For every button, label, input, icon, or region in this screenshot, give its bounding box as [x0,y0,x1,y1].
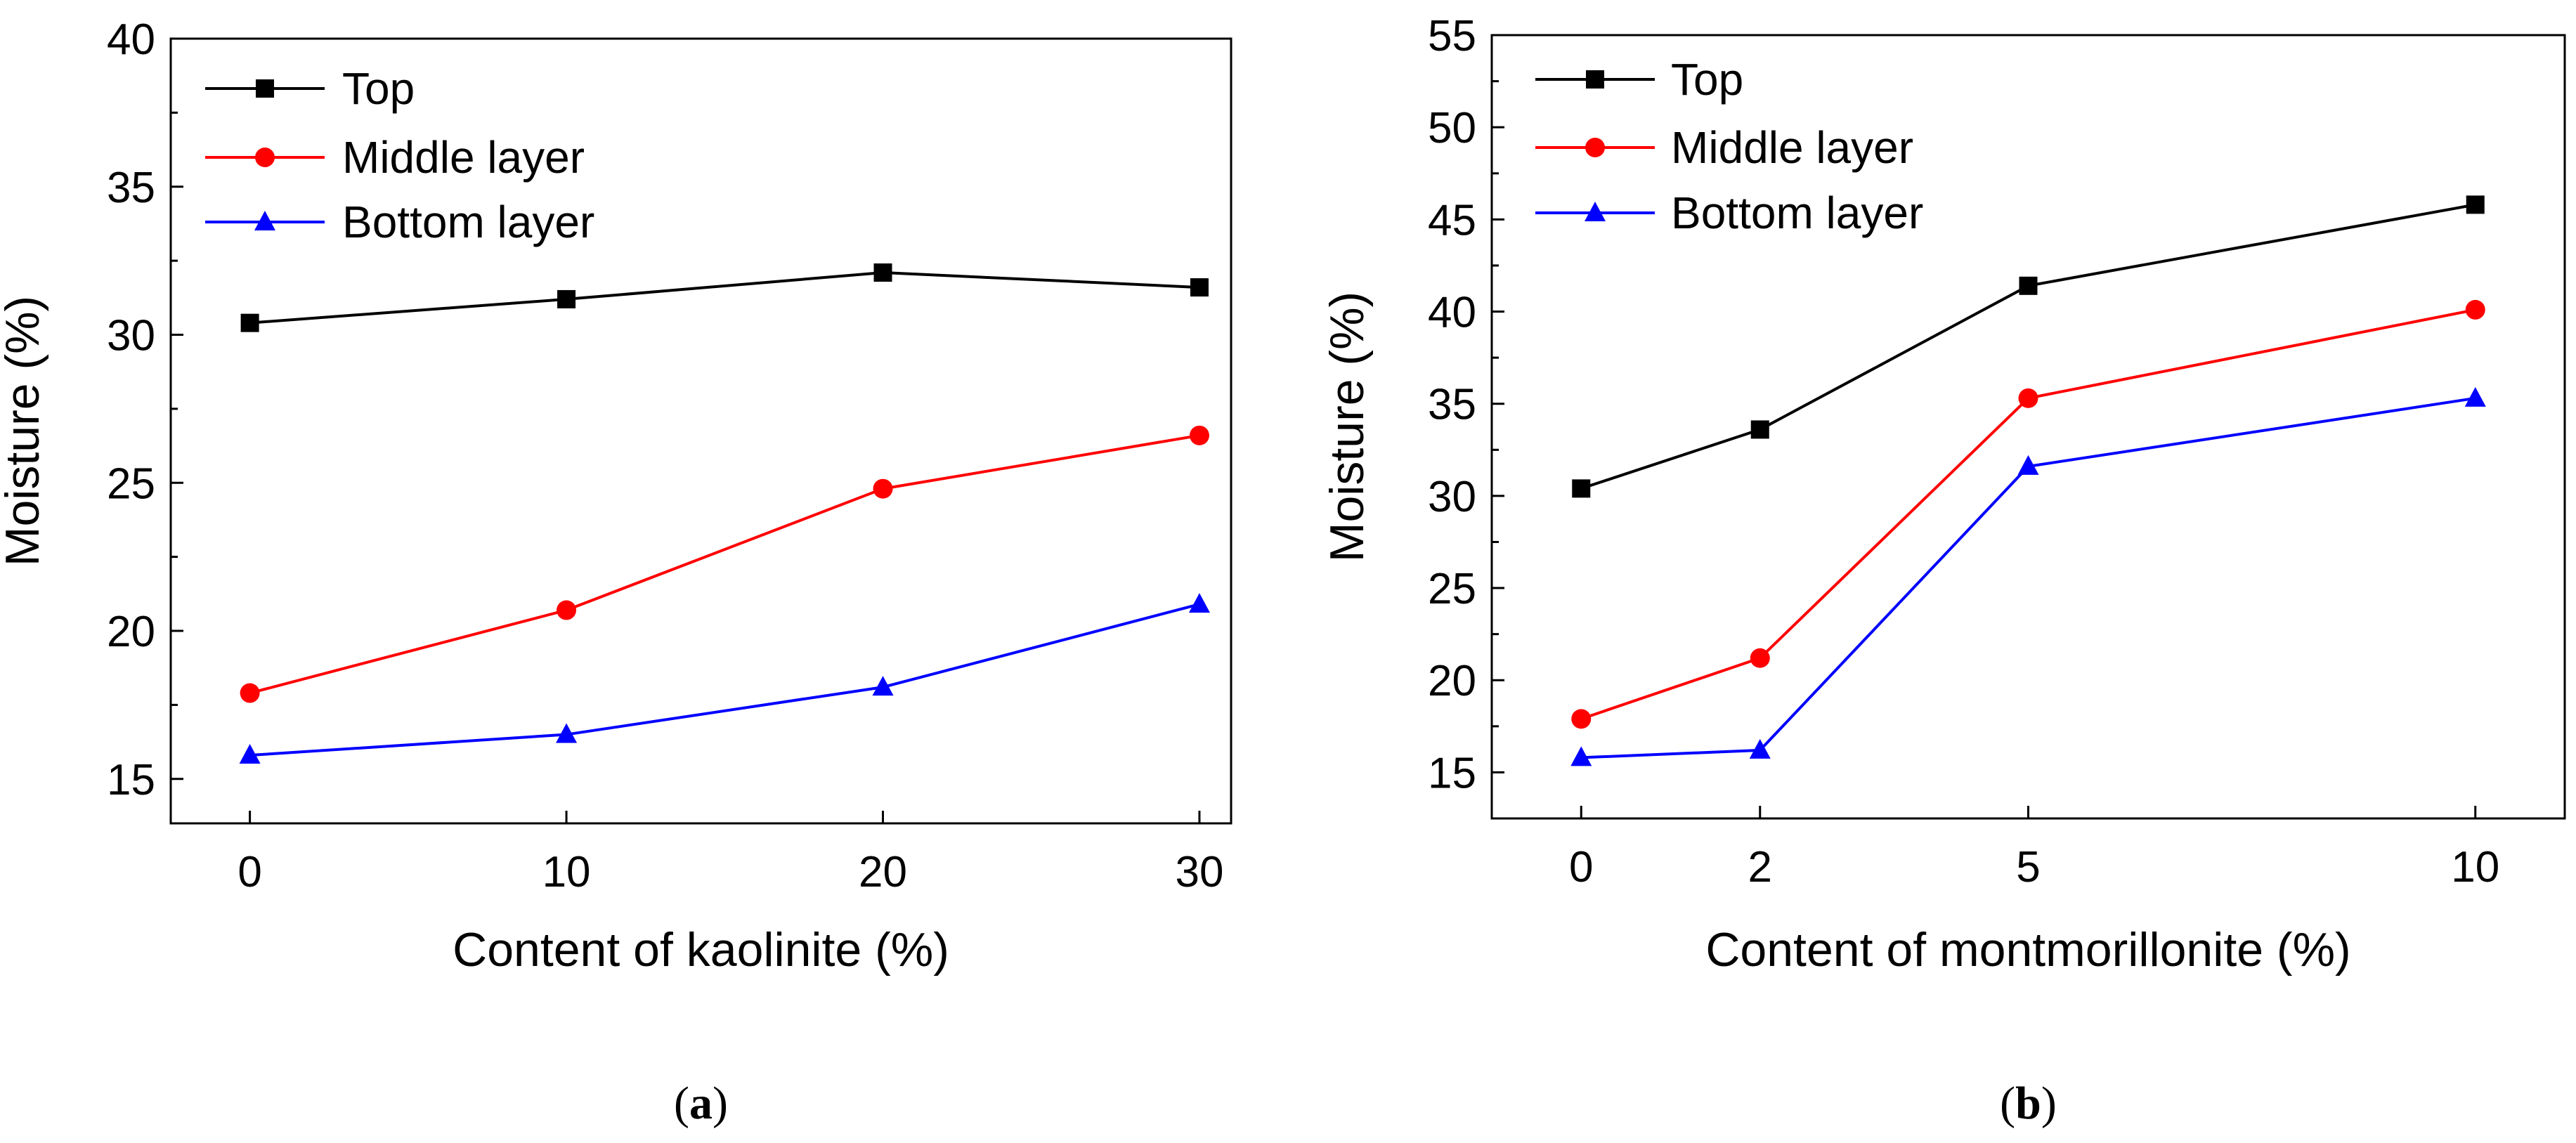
x-tick-label: 20 [859,848,907,896]
y-tick-label: 25 [1428,565,1476,613]
data-point [557,600,577,620]
legend-label: Top [1671,54,1743,105]
x-axis-label: Content of kaolinite (%) [453,923,949,977]
data-point [1188,593,1210,613]
x-tick-label: 0 [238,848,261,896]
legend-marker [256,79,274,98]
data-point [2017,455,2039,475]
data-point [873,478,893,499]
series-line [249,433,1200,695]
data-point [2019,276,2038,295]
y-tick-label: 40 [1428,289,1476,337]
x-tick-label: 2 [1748,843,1772,891]
y-tick-label: 20 [1428,657,1476,705]
legend-label: Middle layer [342,132,585,183]
data-point [873,263,892,282]
data-point [1189,425,1209,445]
panel-letter: a [689,1078,713,1129]
panel-label: (a) [674,1078,728,1129]
data-point [1750,648,1770,668]
y-tick-label: 30 [107,312,155,360]
legend-label: Middle layer [1671,122,1913,173]
data-point [872,676,894,696]
x-tick-label: 10 [542,848,591,896]
legend-label: Bottom layer [1671,188,1923,238]
y-tick-label: 35 [1428,381,1476,429]
x-tick-label: 30 [1175,848,1223,896]
y-tick-label: 55 [1428,12,1476,60]
legend-marker [254,211,275,230]
data-point [2465,299,2485,320]
data-point [1750,420,1769,439]
series-top [240,263,1209,332]
y-tick-label: 45 [1428,196,1476,244]
series-middle-layer [1571,299,2485,729]
legend: Top Middle layer Bottom layer [205,63,594,247]
series-bottom-layer [239,593,1210,764]
series-line [1581,396,2476,759]
y-axis-label: Moisture (%) [0,296,49,566]
y-tick-label: 30 [1428,473,1476,521]
series-bottom-layer [1570,386,2486,766]
data-point [1571,709,1592,729]
data-point [1749,738,1771,759]
legend-label: Top [342,63,415,114]
x-tick-label: 5 [2016,843,2040,891]
y-tick-label: 15 [1428,749,1476,797]
legend: Top Middle layer Bottom layer [1535,54,1923,238]
x-tick-label: 0 [1569,843,1593,891]
data-point [240,313,259,332]
data-point [240,683,260,703]
series-line [1580,203,2476,490]
data-point [239,744,261,764]
data-point [1570,746,1592,766]
data-point [2464,386,2486,407]
plot-frame [1490,34,2566,820]
chart-a: 15 20 25 30 35 40 0 10 20 30 Content of kaolinite … [0,15,1232,1129]
y-tick-label: 40 [107,15,155,64]
data-point [557,289,576,308]
legend-marker [1585,138,1605,157]
y-tick-label: 35 [107,164,155,212]
y-tick-label: 15 [107,756,155,804]
panel-letter: b [2015,1078,2041,1129]
legend-marker [1586,70,1604,89]
series-line [1580,308,2476,721]
legend-marker [1585,202,1606,221]
y-axis-label: Moisture (%) [1320,292,1374,562]
legend-marker [255,148,275,167]
data-point [1190,278,1209,297]
data-point [2466,195,2485,214]
x-axis-label: Content of montmorillonite (%) [1705,923,2350,977]
series-line [249,270,1200,325]
data-point [1572,479,1591,498]
legend-label: Bottom layer [342,197,594,247]
plot-frame [169,37,1232,825]
data-point [2018,388,2038,408]
y-tick-label: 50 [1428,104,1476,152]
series-top [1572,195,2485,498]
series-line [249,603,1200,757]
data-point [556,723,578,743]
panel-label: (b) [2000,1078,2057,1129]
x-tick-label: 10 [2451,843,2499,891]
series-middle-layer [240,425,1209,703]
y-tick-label: 20 [107,608,155,656]
y-tick-label: 25 [107,459,155,508]
